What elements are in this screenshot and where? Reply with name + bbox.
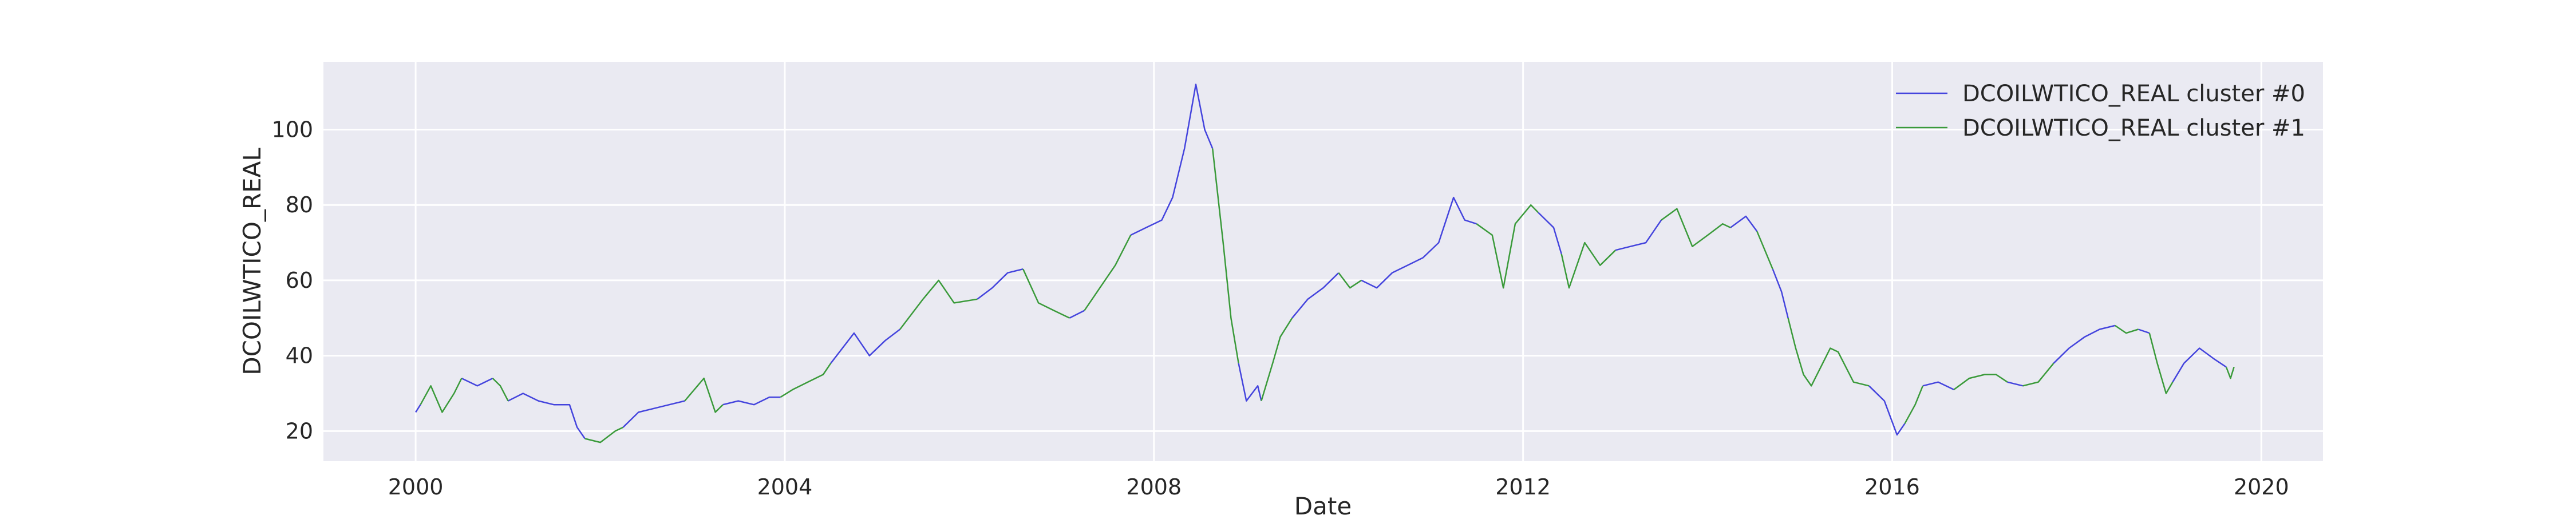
y-tick-label: 20 [286,418,313,443]
x-axis-label: Date [1294,492,1352,515]
legend-label: DCOILWTICO_REAL cluster #1 [1962,115,2305,141]
x-tick-labels: 2000 2004 2008 2012 2016 2020 [388,474,2289,500]
y-axis-label: DCOILWTICO_REAL [238,148,266,375]
plot-background [323,62,2323,461]
y-tick-label: 40 [286,343,313,369]
legend-label: DCOILWTICO_REAL cluster #0 [1962,81,2305,107]
series-line-cluster-1 [420,148,2235,443]
x-tick-label: 2008 [1126,474,1182,500]
x-tick-label: 2000 [388,474,444,500]
x-tick-label: 2016 [1864,474,1920,500]
y-tick-label: 60 [286,268,313,293]
y-tick-labels: 20 40 60 80 100 [271,117,313,444]
x-tick-label: 2012 [1495,474,1551,500]
grid [323,62,2323,461]
legend: DCOILWTICO_REAL cluster #0 DCOILWTICO_REA… [1896,81,2305,141]
x-tick-label: 2020 [2234,474,2289,500]
x-tick-label: 2004 [757,474,813,500]
y-tick-label: 100 [271,117,313,142]
series-lines [415,84,2235,443]
y-tick-label: 80 [286,192,313,217]
series-line-cluster-0 [415,84,2227,439]
